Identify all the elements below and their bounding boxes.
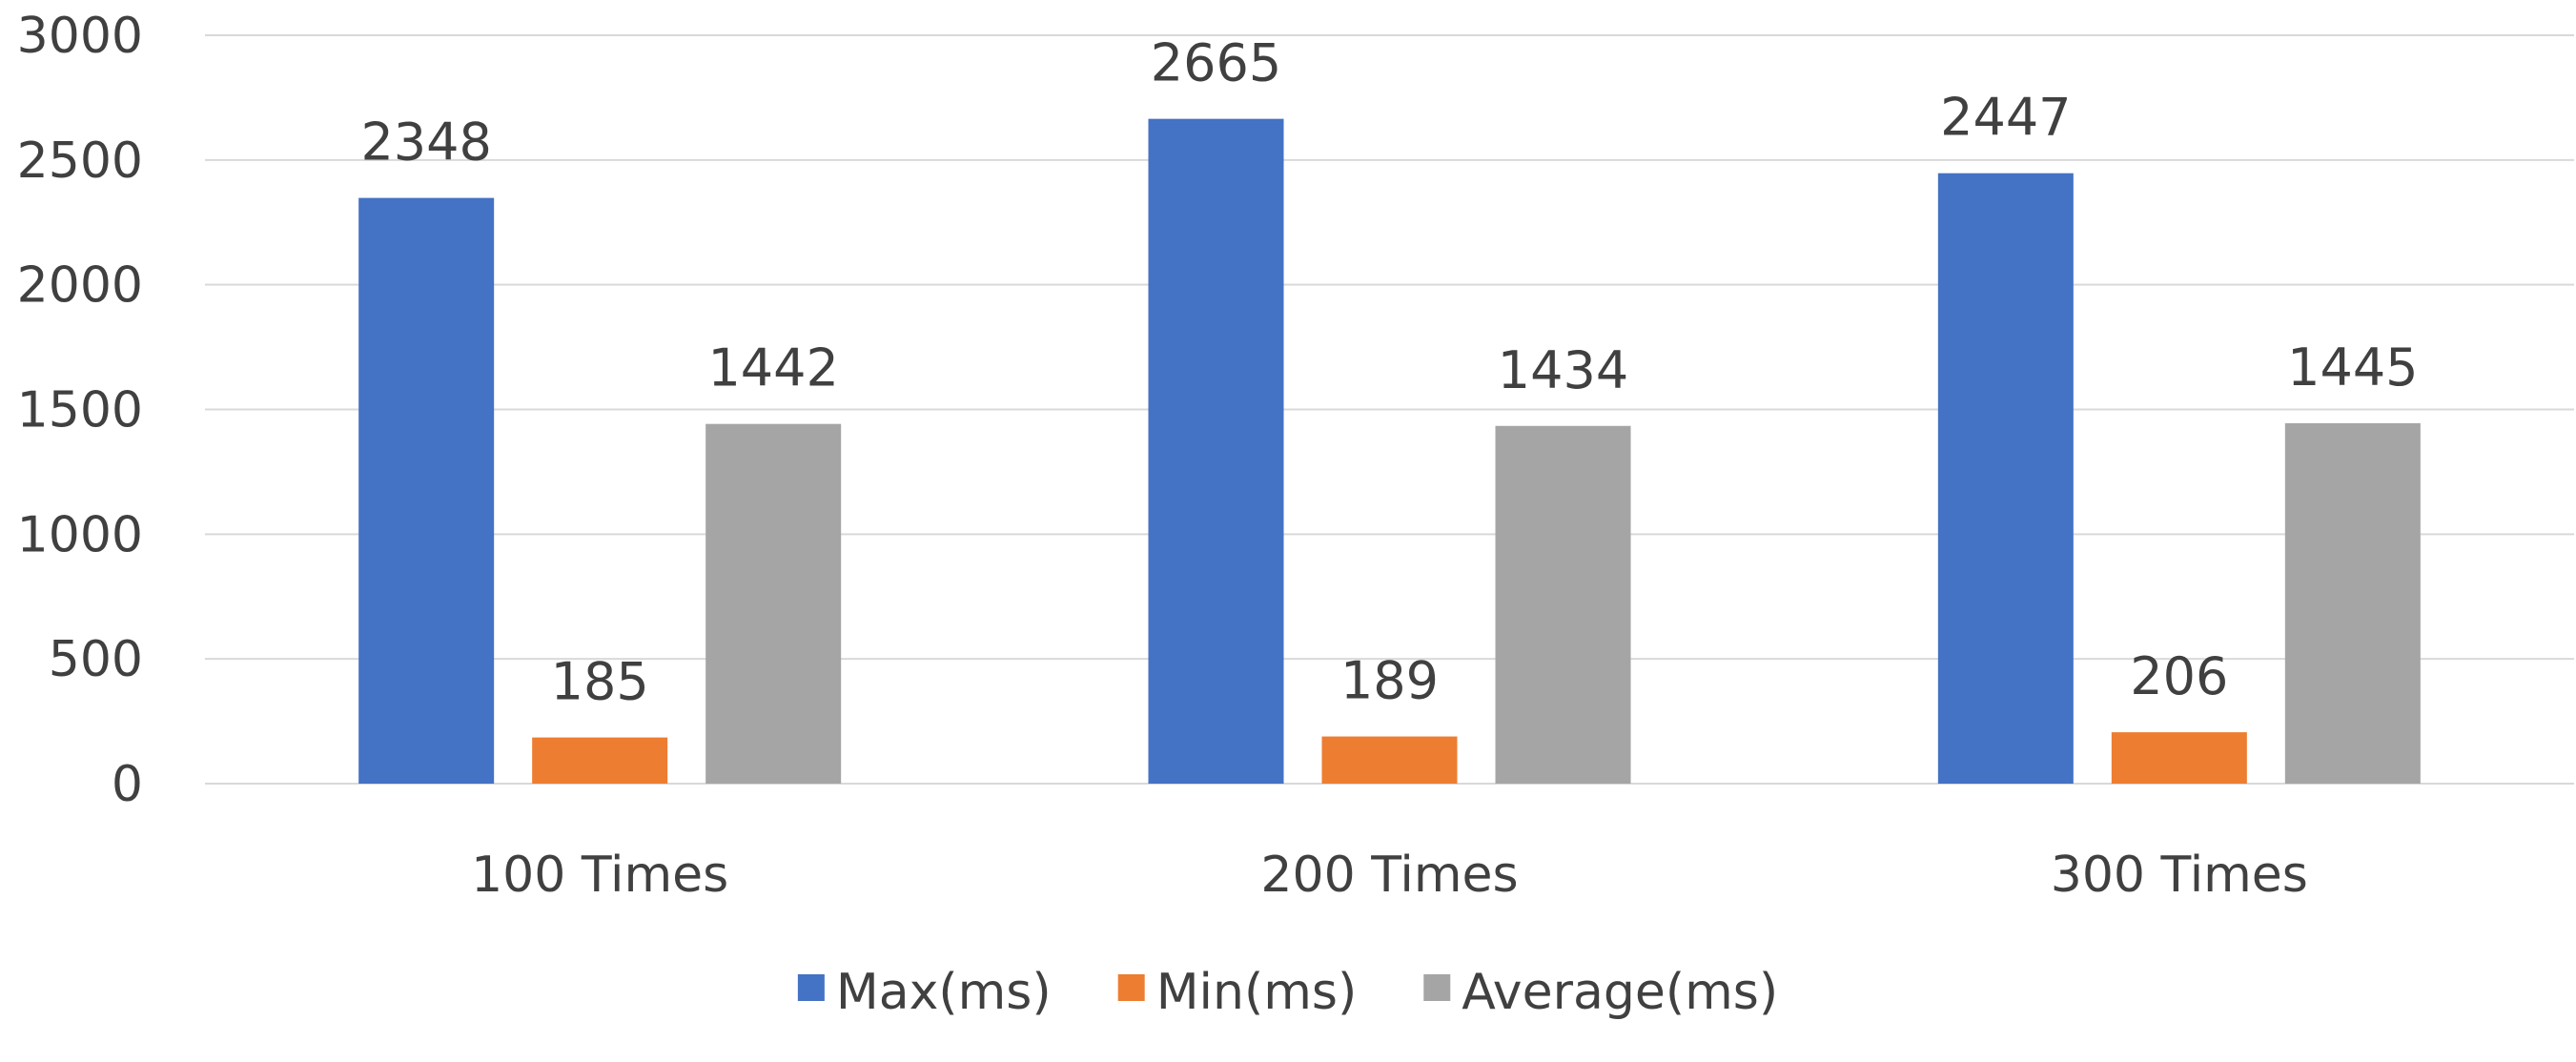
y-tick-label: 0: [112, 756, 143, 813]
legend-label: Average(ms): [1462, 964, 1778, 1021]
gridlines: [205, 34, 2574, 785]
bar-average-ms-3: [2284, 422, 2421, 784]
legend-swatch-3: [1423, 974, 1451, 1001]
x-category-label: 300 Times: [2051, 847, 2308, 904]
bar-min-ms-2: [1321, 736, 1458, 784]
legend-swatch-1: [797, 974, 825, 1001]
bar-max-ms-2: [1148, 118, 1284, 785]
data-labels: 2348 185 1442 2665 189 1434 2447 206 1445: [360, 33, 2418, 712]
y-tick-label: 2000: [17, 257, 143, 315]
y-tick-label: 1500: [17, 382, 143, 439]
legend-swatch-2: [1117, 974, 1145, 1001]
legend-label: Min(ms): [1156, 964, 1358, 1021]
bars: [358, 118, 2421, 785]
bar-average-ms-1: [705, 423, 842, 784]
legend-label: Max(ms): [836, 964, 1052, 1021]
bar-min-ms-3: [2111, 732, 2247, 784]
bar-average-ms-2: [1495, 425, 1631, 784]
x-axis-category-labels: 100 Times 200 Times 300 Times: [471, 847, 2308, 904]
y-tick-label: 3000: [17, 8, 143, 65]
data-label: 2665: [1151, 33, 1281, 93]
data-label: 2348: [360, 112, 491, 173]
data-label: 185: [551, 652, 649, 712]
x-category-label: 200 Times: [1260, 847, 1518, 904]
data-label: 1434: [1498, 340, 1628, 400]
data-label: 206: [2130, 646, 2228, 706]
bar-min-ms-1: [532, 737, 668, 784]
legend: Max(ms) Min(ms) Average(ms): [797, 964, 1778, 1021]
bar-max-ms-1: [358, 197, 495, 784]
data-label: 1445: [2287, 337, 2418, 398]
data-label: 2447: [1940, 88, 2071, 148]
data-label: 1442: [707, 338, 838, 398]
y-axis-tick-labels: 0 500 1000 1500 2000 2500 3000: [17, 8, 143, 813]
x-category-label: 100 Times: [471, 847, 728, 904]
data-label: 189: [1340, 651, 1439, 711]
y-tick-label: 500: [49, 631, 143, 688]
y-tick-label: 2500: [17, 133, 143, 190]
y-tick-label: 1000: [17, 506, 143, 563]
bar-max-ms-3: [1937, 173, 2074, 784]
